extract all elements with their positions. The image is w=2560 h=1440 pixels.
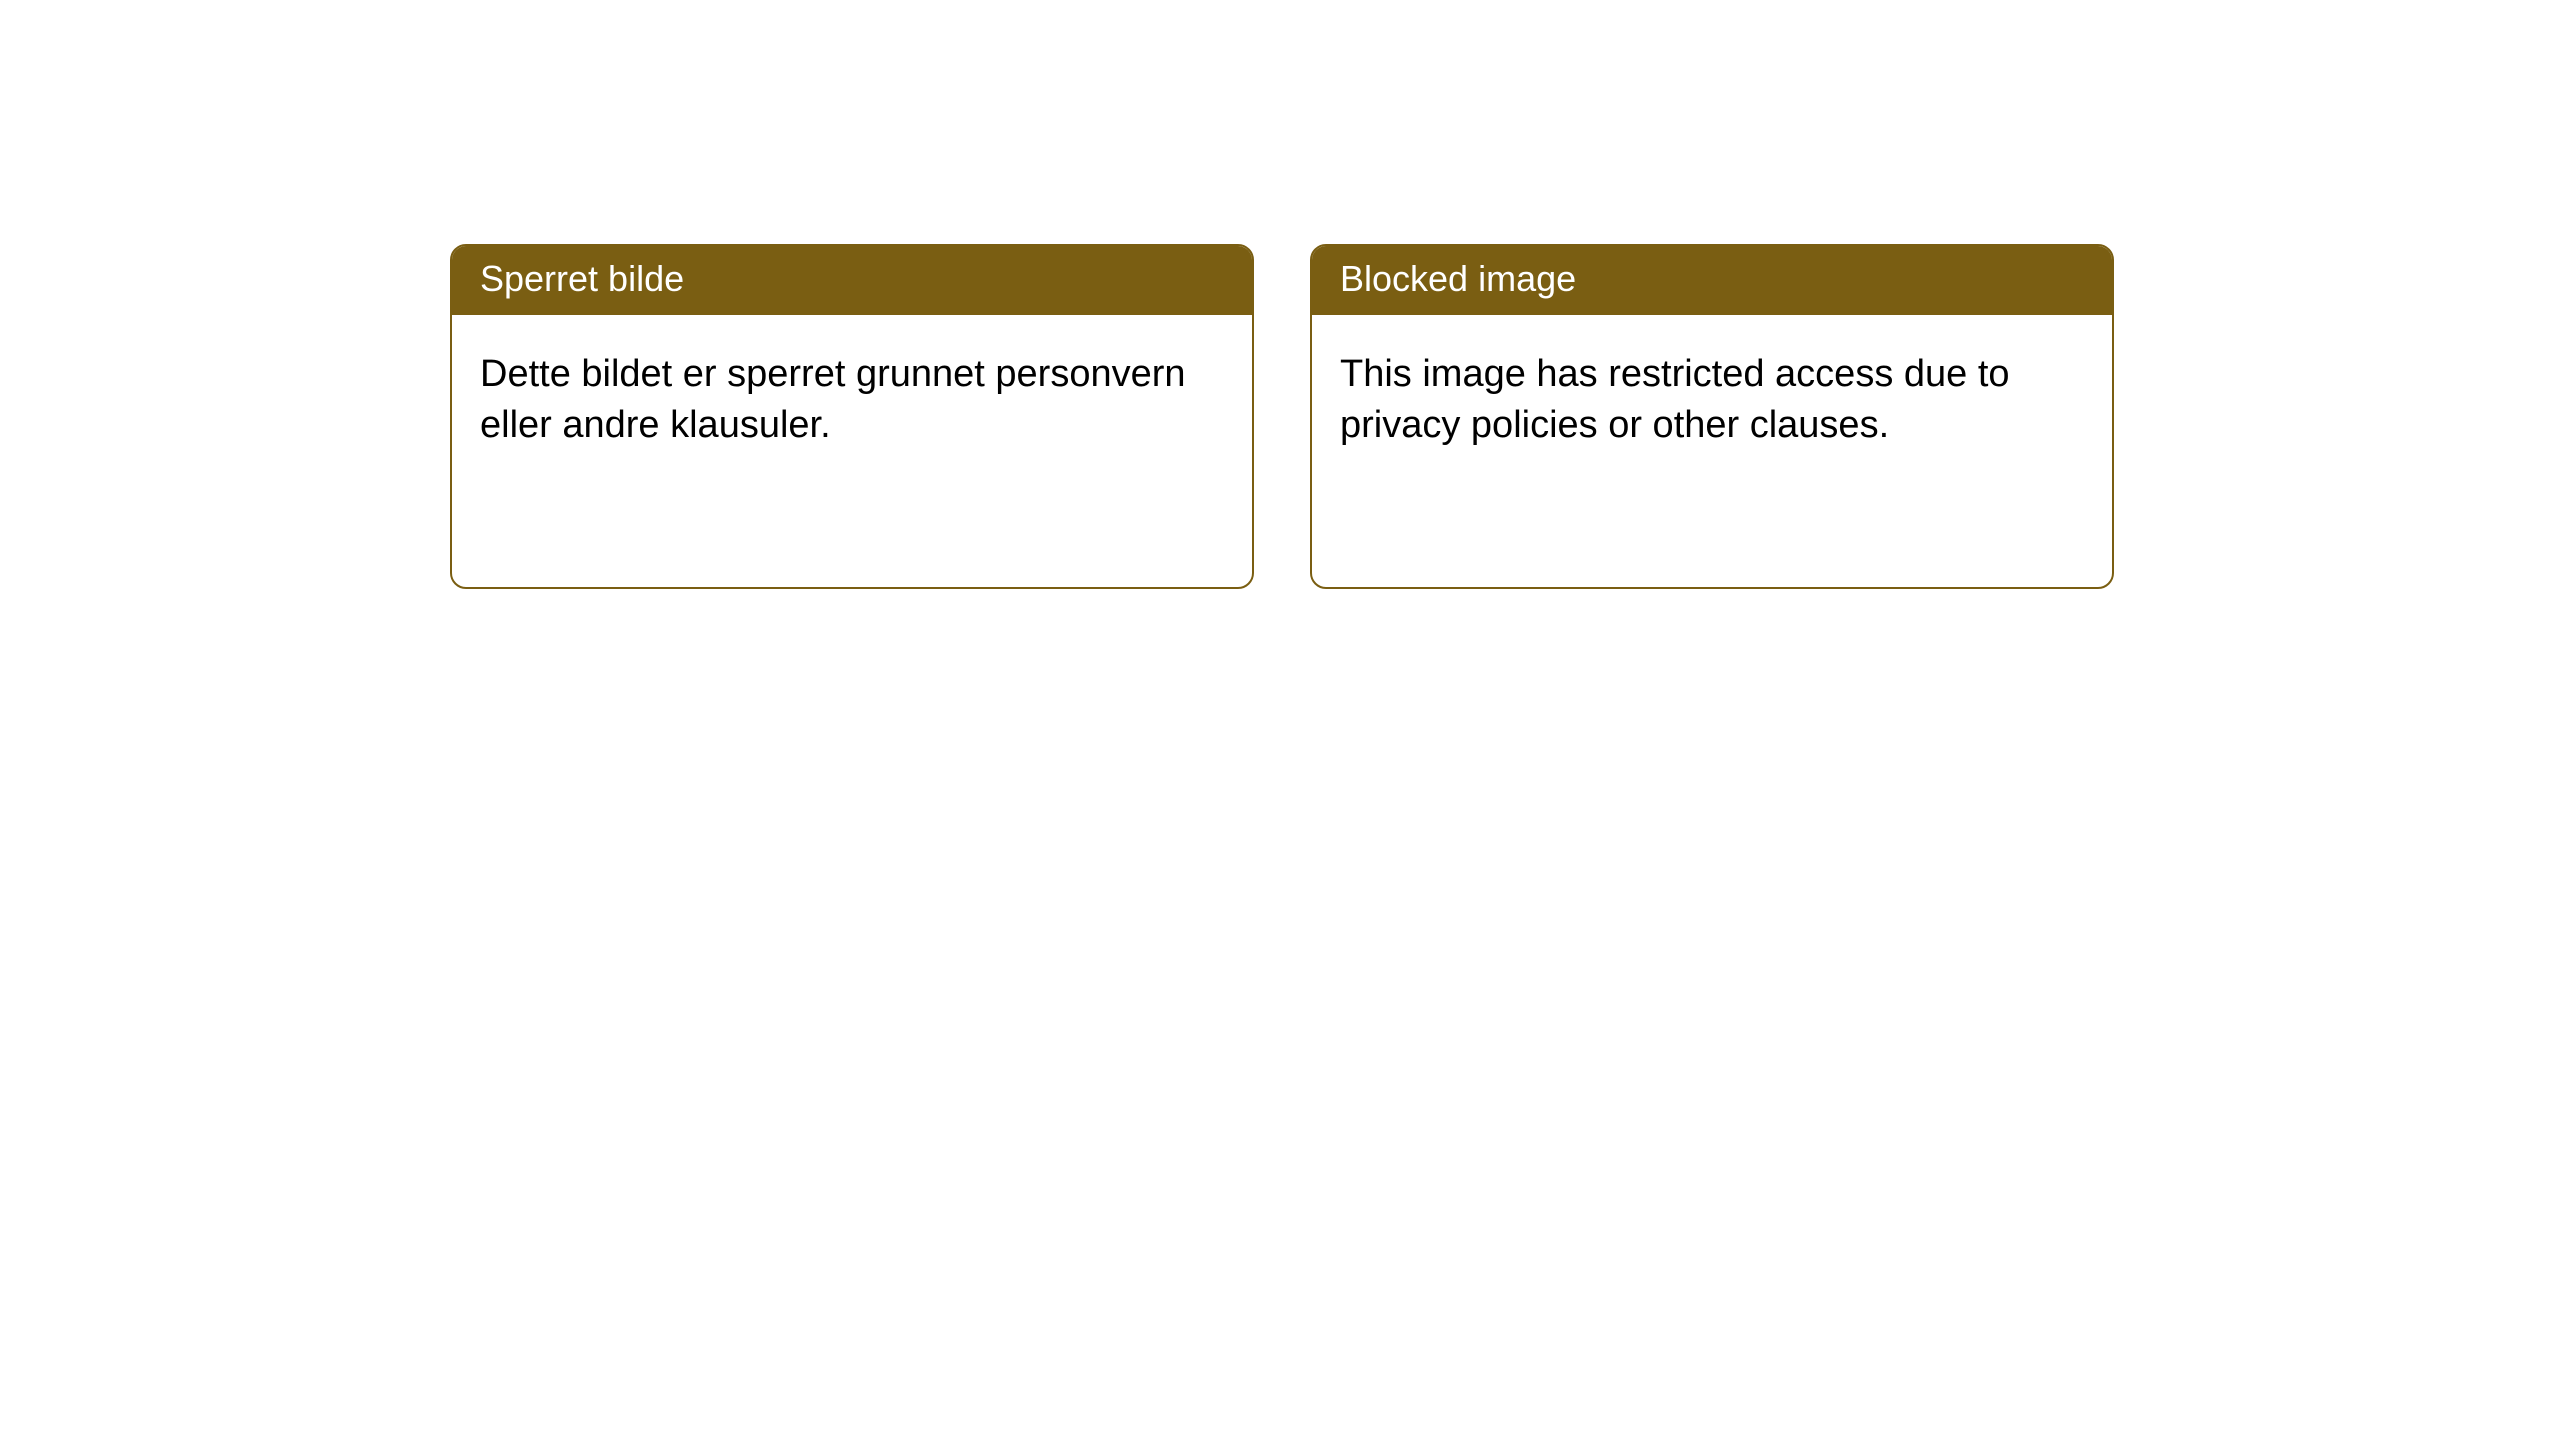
card-body-no: Dette bildet er sperret grunnet personve… — [452, 315, 1252, 587]
card-header-no: Sperret bilde — [452, 246, 1252, 315]
blocked-image-card-en: Blocked image This image has restricted … — [1310, 244, 2114, 589]
blocked-image-card-no: Sperret bilde Dette bildet er sperret gr… — [450, 244, 1254, 589]
blocked-image-notice-container: Sperret bilde Dette bildet er sperret gr… — [450, 244, 2560, 589]
card-body-en: This image has restricted access due to … — [1312, 315, 2112, 587]
card-header-en: Blocked image — [1312, 246, 2112, 315]
